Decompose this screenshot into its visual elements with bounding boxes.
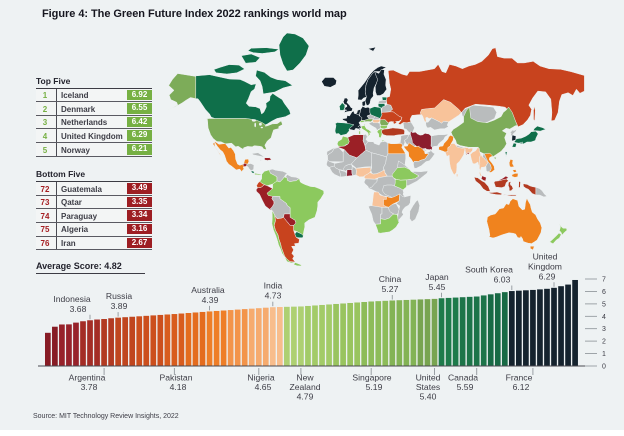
svg-text:3: 3: [602, 326, 606, 333]
svg-text:5.40: 5.40: [420, 392, 437, 402]
svg-text:4.39: 4.39: [202, 295, 219, 305]
svg-text:4.73: 4.73: [265, 291, 282, 301]
svg-text:5.59: 5.59: [457, 382, 474, 392]
svg-text:New: New: [296, 373, 314, 383]
svg-text:1: 1: [602, 351, 606, 358]
svg-text:India: India: [264, 281, 283, 291]
svg-text:Japan: Japan: [425, 272, 449, 282]
svg-text:Kingdom: Kingdom: [528, 261, 562, 271]
svg-text:Australia: Australia: [191, 285, 225, 295]
svg-text:Singapore: Singapore: [352, 373, 391, 383]
svg-text:Zealand: Zealand: [289, 382, 320, 392]
svg-text:7: 7: [602, 277, 606, 284]
svg-text:6.12: 6.12: [513, 382, 530, 392]
svg-text:Indonesia: Indonesia: [53, 294, 90, 304]
svg-text:5.45: 5.45: [429, 282, 446, 292]
svg-text:United: United: [533, 251, 558, 261]
svg-text:0: 0: [602, 364, 606, 371]
svg-text:3.68: 3.68: [70, 304, 87, 314]
svg-text:3.89: 3.89: [111, 301, 128, 311]
svg-text:Nigeria: Nigeria: [247, 373, 274, 383]
svg-text:China: China: [379, 274, 402, 284]
svg-text:5.27: 5.27: [382, 284, 399, 294]
svg-text:5: 5: [602, 301, 606, 308]
svg-text:4.65: 4.65: [255, 382, 272, 392]
svg-text:Argentina: Argentina: [69, 373, 106, 383]
svg-text:Canada: Canada: [448, 373, 478, 383]
svg-text:4.18: 4.18: [170, 382, 187, 392]
svg-text:France: France: [506, 373, 533, 383]
svg-text:5.19: 5.19: [366, 382, 383, 392]
svg-text:Russia: Russia: [106, 291, 132, 301]
svg-text:6.03: 6.03: [494, 275, 511, 285]
svg-text:States: States: [416, 382, 440, 392]
svg-text:South Korea: South Korea: [465, 265, 513, 275]
svg-text:4: 4: [602, 314, 606, 321]
svg-text:4.79: 4.79: [297, 392, 314, 402]
svg-text:United: United: [416, 373, 441, 383]
svg-text:Pakistan: Pakistan: [160, 373, 193, 383]
svg-text:6: 6: [602, 289, 606, 296]
svg-text:6.29: 6.29: [539, 271, 556, 281]
svg-text:3.78: 3.78: [81, 382, 98, 392]
svg-text:2: 2: [602, 339, 606, 346]
